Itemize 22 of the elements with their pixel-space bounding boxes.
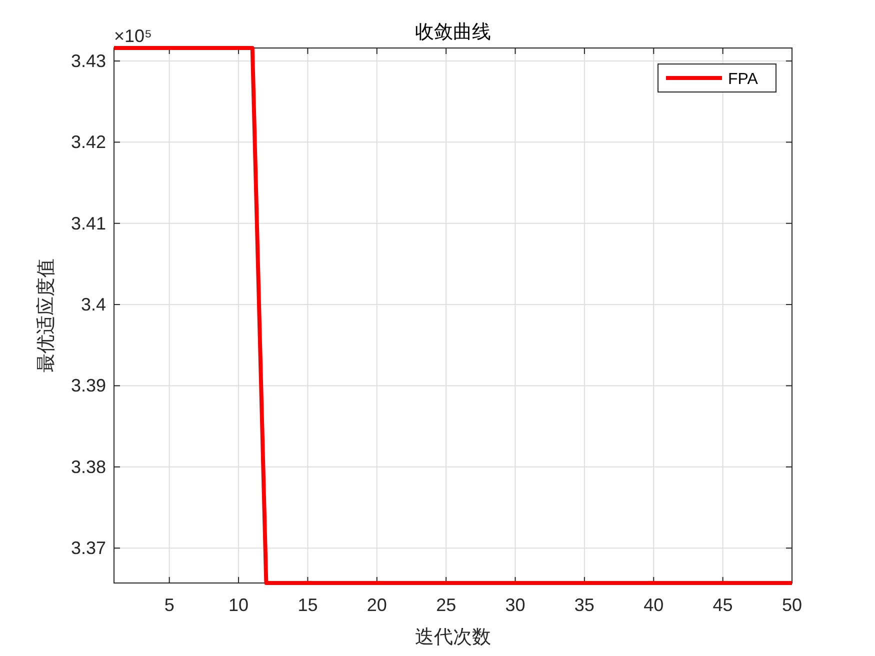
- x-tick-label: 25: [436, 595, 456, 615]
- x-tick-label: 45: [712, 595, 733, 615]
- x-tick-label: 20: [366, 595, 387, 615]
- legend-label: FPA: [728, 71, 758, 88]
- y-tick-label: 3.42: [70, 132, 106, 152]
- x-tick-label: 5: [164, 595, 174, 615]
- y-tick-label: 3.37: [70, 538, 106, 558]
- x-tick-label: 10: [228, 595, 249, 615]
- text: ×10⁵: [114, 26, 152, 46]
- y-tick-label: 3.39: [70, 376, 106, 396]
- y-tick-label: 3.4: [80, 294, 106, 315]
- x-tick-label: 30: [505, 595, 526, 615]
- y-axis-title: 最优适应度值: [35, 258, 57, 372]
- x-tick-label: 35: [574, 595, 594, 615]
- y-tick-label: 3.41: [70, 213, 106, 234]
- x-tick-label: 50: [782, 595, 802, 615]
- x-axis-title: 迭代次数: [415, 627, 491, 648]
- y-tick-label: 3.38: [70, 456, 106, 477]
- x-tick-label: 15: [298, 595, 318, 615]
- y-tick-label: 3.43: [70, 50, 106, 71]
- x-tick-label: 40: [644, 595, 664, 615]
- chart-title: 收敛曲线: [415, 22, 491, 43]
